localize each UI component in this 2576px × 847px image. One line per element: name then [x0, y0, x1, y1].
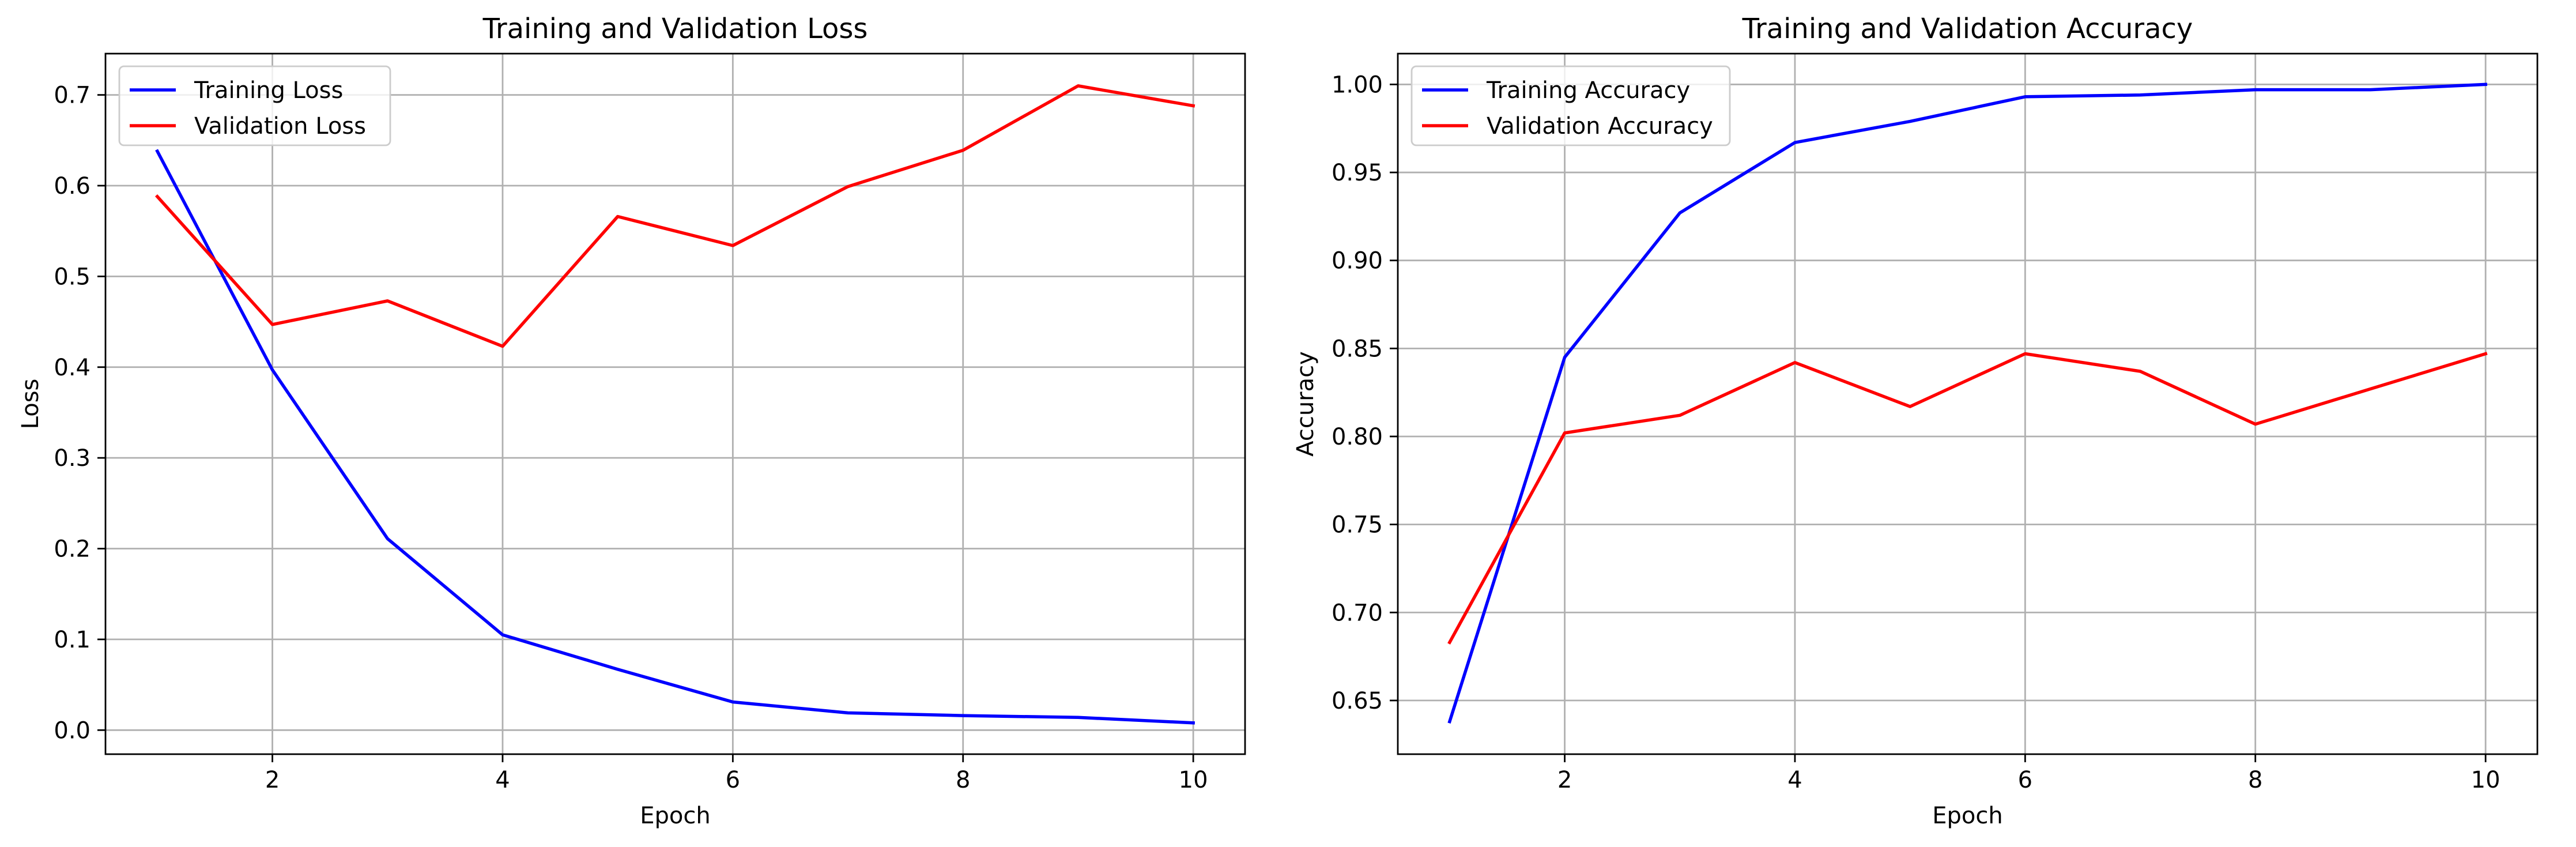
- accuracy-y-tick-label: 0.85: [1332, 336, 1383, 362]
- accuracy-x-ticks: 2 4 6 8 10: [1557, 754, 2500, 793]
- accuracy-x-axis-label: Epoch: [1932, 803, 2002, 829]
- accuracy-legend-frame: [1410, 65, 1731, 146]
- loss-x-tick-label: 8: [956, 767, 970, 793]
- loss-y-axis-label: Loss: [17, 379, 44, 430]
- loss-y-tick-label: 0.4: [54, 355, 90, 381]
- loss-gridlines: [105, 54, 1245, 754]
- accuracy-legend: Training Accuracy Validation Accuracy: [1410, 65, 1731, 146]
- loss-y-ticks: 0.0 0.1 0.2 0.3 0.4 0.5 0.6 0.7: [54, 82, 105, 744]
- loss-series-validation-line: [154, 84, 1195, 348]
- loss-y-tick-label: 0.3: [54, 445, 90, 472]
- accuracy-x-tick-label: 2: [1557, 767, 1572, 793]
- accuracy-y-tick-label: 1.00: [1332, 71, 1383, 98]
- loss-x-ticks: 2 4 6 8 10: [265, 754, 1208, 793]
- loss-legend-frame: [118, 65, 391, 146]
- loss-y-tick-label: 0.6: [54, 173, 90, 199]
- accuracy-y-ticks: 0.65 0.70 0.75 0.80 0.85 0.90 0.95 1.00: [1332, 71, 1398, 714]
- loss-x-tick-label: 4: [495, 767, 510, 793]
- accuracy-series-validation-line: [1447, 352, 2488, 645]
- accuracy-chart: 2 4 6 8 10 0.650.700.750.800.850.900.951.00 …: [1292, 13, 2539, 829]
- loss-series-training-line: [155, 149, 1195, 725]
- loss-legend-label-validation: Validation Loss: [194, 113, 366, 140]
- loss-x-tick-label: 2: [265, 767, 280, 793]
- accuracy-x-tick-label: 8: [2248, 767, 2262, 793]
- accuracy-x-tick-label: 6: [2018, 767, 2032, 793]
- loss-x-axis-label: Epoch: [640, 803, 710, 829]
- loss-y-tick-label: 0.7: [54, 82, 90, 109]
- loss-y-tick-label: 0.1: [54, 627, 90, 653]
- accuracy-x-tick-label: 4: [1787, 767, 1802, 793]
- accuracy-y-tick-label: 0.65: [1332, 688, 1383, 714]
- loss-y-tick-label: 0.0: [54, 717, 90, 744]
- accuracy-y-tick-label: 0.75: [1332, 512, 1383, 539]
- accuracy-x-tick-label: 10: [2471, 767, 2500, 793]
- accuracy-series-layer: [1447, 82, 2488, 724]
- loss-plot-frame: [104, 52, 1246, 755]
- accuracy-series-training-line: [1447, 82, 2488, 724]
- loss-chart-title: Training and Validation Loss: [482, 13, 868, 45]
- accuracy-y-tick-label: 0.80: [1332, 424, 1383, 450]
- loss-series-layer: [154, 84, 1195, 725]
- loss-y-tick-label: 0.2: [54, 536, 90, 563]
- loss-x-tick-label: 10: [1179, 767, 1208, 793]
- loss-legend: Training Loss Validation Loss: [118, 65, 391, 146]
- loss-y-tick-label: 0.5: [54, 263, 90, 290]
- accuracy-y-tick-label: 0.95: [1332, 160, 1383, 186]
- loss-legend-label-training: Training Loss: [194, 77, 343, 104]
- loss-chart: 2 4 6 8 10 0.0 0.1 0.2 0.3 0.4 0.5 0.6 0.7 Training…: [17, 13, 1246, 829]
- accuracy-y-tick-label: 0.90: [1332, 248, 1383, 274]
- loss-x-tick-label: 6: [726, 767, 740, 793]
- accuracy-legend-label-training: Training Accuracy: [1486, 77, 1690, 104]
- accuracy-legend-label-validation: Validation Accuracy: [1487, 113, 1713, 140]
- accuracy-plot-frame: [1397, 52, 2539, 755]
- accuracy-y-axis-label: Accuracy: [1292, 351, 1319, 457]
- accuracy-chart-title: Training and Validation Accuracy: [1742, 13, 2193, 45]
- accuracy-y-tick-label: 0.70: [1332, 600, 1383, 626]
- accuracy-gridlines: [1398, 54, 2537, 754]
